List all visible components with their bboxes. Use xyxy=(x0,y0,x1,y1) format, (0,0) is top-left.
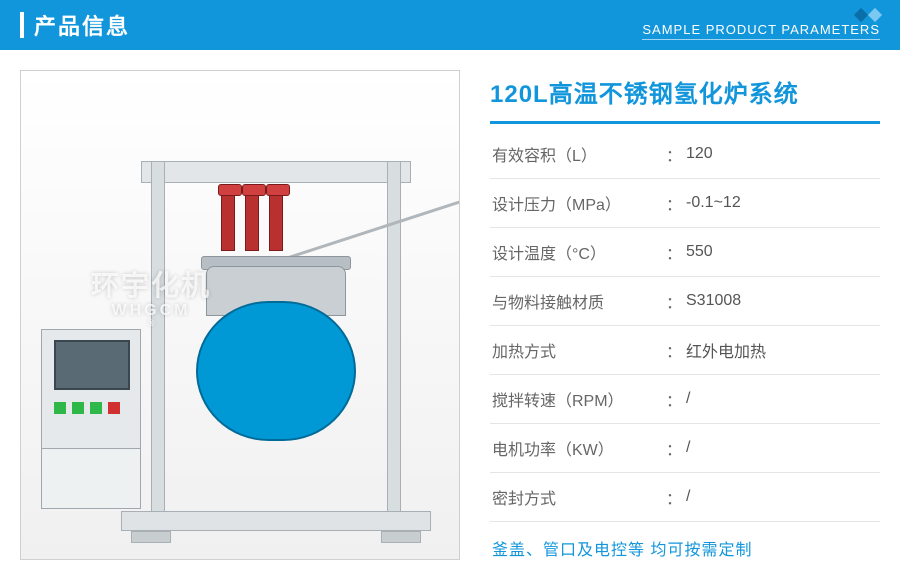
header: 产品信息 SAMPLE PRODUCT PARAMETERS xyxy=(0,0,900,50)
header-subtitle: SAMPLE PRODUCT PARAMETERS xyxy=(642,22,880,40)
content: 环宇化机 WHGCM ® 120L高温不锈钢氢化炉系统 有效容积（L） ： 12… xyxy=(0,50,900,580)
header-title: 产品信息 xyxy=(34,9,130,41)
spec-value: S31008 xyxy=(686,292,878,310)
control-panel xyxy=(41,329,141,509)
spec-row: 电机功率（KW） ： / xyxy=(490,424,880,473)
header-left: 产品信息 xyxy=(20,9,130,41)
product-image: 环宇化机 WHGCM ® xyxy=(20,70,460,560)
header-accent-bar xyxy=(20,12,24,38)
spec-panel: 120L高温不锈钢氢化炉系统 有效容积（L） ： 120 设计压力（MPa） ：… xyxy=(490,70,880,560)
spec-row: 有效容积（L） ： 120 xyxy=(490,130,880,179)
diamond-icon xyxy=(642,10,880,20)
spec-value: 红外电加热 xyxy=(686,338,878,362)
spec-value: -0.1~12 xyxy=(686,194,878,212)
spec-row: 密封方式 ： / xyxy=(490,473,880,522)
spec-value: / xyxy=(686,439,878,457)
valves-icon xyxy=(221,191,283,251)
spec-row: 搅拌转速（RPM） ： / xyxy=(490,375,880,424)
spec-label: 搅拌转速（RPM） xyxy=(492,387,662,411)
header-right: SAMPLE PRODUCT PARAMETERS xyxy=(642,10,880,40)
spec-row: 与物料接触材质 ： S31008 xyxy=(490,277,880,326)
spec-label: 设计温度（°C） xyxy=(492,240,662,264)
product-title: 120L高温不锈钢氢化炉系统 xyxy=(490,74,880,124)
spec-value: / xyxy=(686,390,878,408)
spec-note: 釜盖、管口及电控等 均可按需定制 xyxy=(490,522,880,560)
spec-label: 密封方式 xyxy=(492,485,662,509)
spec-colon: ： xyxy=(662,142,686,166)
vessel xyxy=(196,301,356,441)
equipment-frame xyxy=(151,161,401,531)
spec-label: 有效容积（L） xyxy=(492,142,662,166)
spec-value: 120 xyxy=(686,145,878,163)
spec-value: 550 xyxy=(686,243,878,261)
spec-row: 设计压力（MPa） ： -0.1~12 xyxy=(490,179,880,228)
spec-label: 电机功率（KW） xyxy=(492,436,662,460)
spec-row: 加热方式 ： 红外电加热 xyxy=(490,326,880,375)
spec-label: 与物料接触材质 xyxy=(492,289,662,313)
watermark: 环宇化机 WHGCM ® xyxy=(91,271,211,329)
spec-row: 设计温度（°C） ： 550 xyxy=(490,228,880,277)
spec-label: 设计压力（MPa） xyxy=(492,191,662,215)
spec-value: / xyxy=(686,488,878,506)
spec-label: 加热方式 xyxy=(492,338,662,362)
